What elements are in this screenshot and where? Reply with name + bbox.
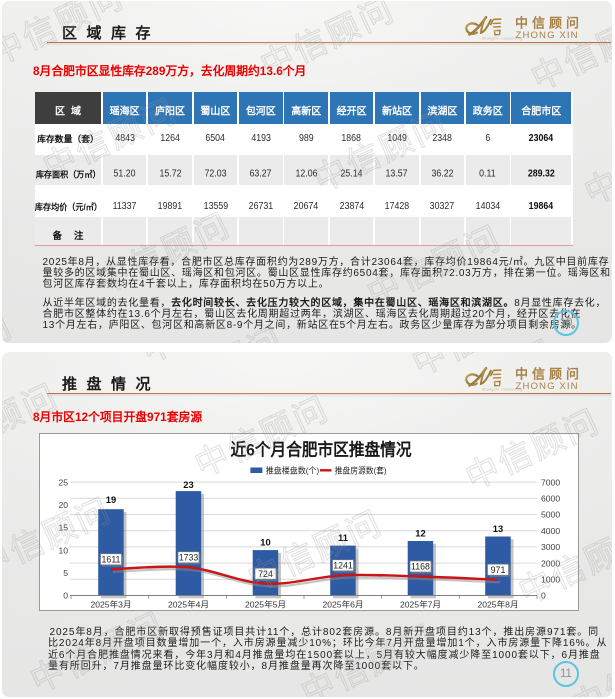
svg-text:1168: 1168 xyxy=(411,562,430,572)
svg-text:2025年3月: 2025年3月 xyxy=(90,599,131,610)
svg-text:1611: 1611 xyxy=(102,555,121,565)
svg-text:中信顾问: 中信顾问 xyxy=(515,367,583,382)
svg-text:19: 19 xyxy=(106,494,116,505)
svg-text:10: 10 xyxy=(58,545,68,555)
svg-text:1000: 1000 xyxy=(541,575,560,585)
svg-text:25: 25 xyxy=(58,477,68,487)
svg-text:3000: 3000 xyxy=(541,542,560,552)
svg-text:15: 15 xyxy=(58,523,68,533)
svg-text:2025年6月: 2025年6月 xyxy=(322,599,363,610)
svg-text:724: 724 xyxy=(258,569,273,579)
svg-text:10: 10 xyxy=(260,537,270,548)
svg-text:2000: 2000 xyxy=(541,558,560,568)
svg-text:中信顾问: 中信顾问 xyxy=(515,16,583,31)
svg-text:971: 971 xyxy=(491,565,506,575)
svg-text:ZHONG XIN: ZHONG XIN xyxy=(516,30,579,41)
svg-text:0: 0 xyxy=(63,591,68,601)
svg-text:5: 5 xyxy=(63,568,68,578)
svg-text:推盘房源数(套): 推盘房源数(套) xyxy=(335,464,387,475)
svg-text:6000: 6000 xyxy=(541,494,560,504)
svg-text:推盘楼盘数(个): 推盘楼盘数(个) xyxy=(266,464,320,475)
svg-text:7000: 7000 xyxy=(541,477,560,487)
svg-text:5000: 5000 xyxy=(541,510,560,520)
svg-text:11: 11 xyxy=(338,532,348,543)
svg-text:1733: 1733 xyxy=(179,553,199,563)
svg-text:ZHONG XIN: ZHONG XIN xyxy=(516,381,579,392)
svg-text:0: 0 xyxy=(541,591,546,601)
svg-text:23: 23 xyxy=(183,479,193,490)
svg-text:1241: 1241 xyxy=(333,561,353,571)
svg-text:近6个月合肥市区推盘情况: 近6个月合肥市区推盘情况 xyxy=(231,440,412,460)
svg-text:12: 12 xyxy=(415,528,425,539)
svg-text:4000: 4000 xyxy=(541,526,560,536)
svg-text:2025年5月: 2025年5月 xyxy=(245,599,286,610)
svg-text:13: 13 xyxy=(493,523,503,534)
svg-text:20: 20 xyxy=(58,500,68,510)
svg-text:2025年7月: 2025年7月 xyxy=(400,599,441,610)
svg-text:2025年8月: 2025年8月 xyxy=(477,599,518,610)
svg-text:2025年4月: 2025年4月 xyxy=(168,599,209,610)
